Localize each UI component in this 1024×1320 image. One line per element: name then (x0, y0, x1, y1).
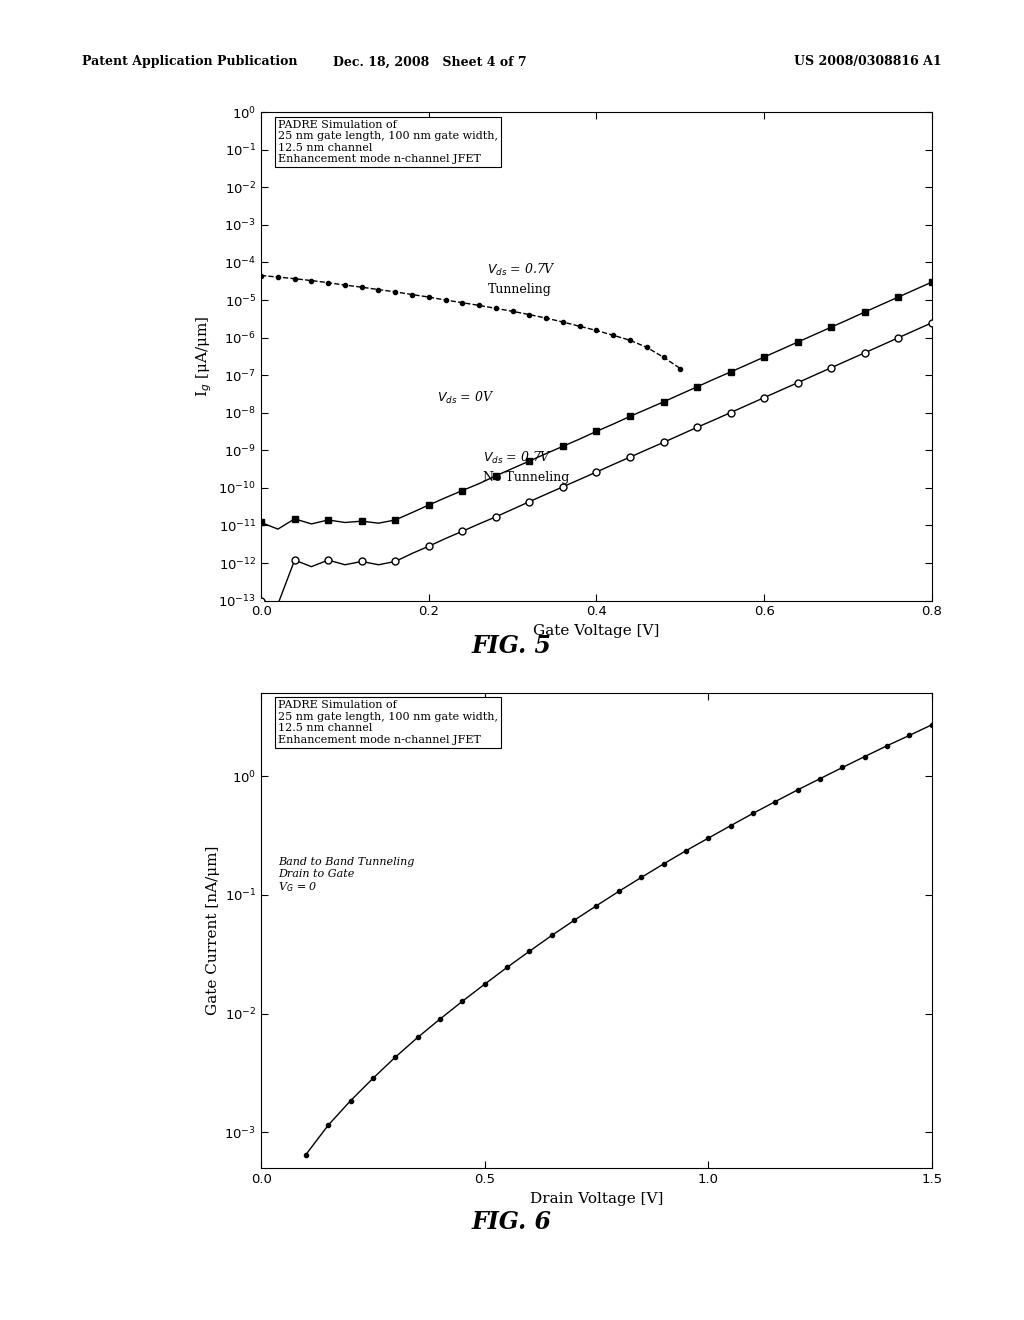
Text: $V_{ds}$ = 0.7V: $V_{ds}$ = 0.7V (483, 450, 552, 466)
Text: Dec. 18, 2008   Sheet 4 of 7: Dec. 18, 2008 Sheet 4 of 7 (333, 55, 527, 69)
Text: Tunneling: Tunneling (487, 284, 551, 297)
Text: Patent Application Publication: Patent Application Publication (82, 55, 297, 69)
Text: PADRE Simulation of
25 nm gate length, 100 nm gate width,
12.5 nm channel
Enhanc: PADRE Simulation of 25 nm gate length, 1… (278, 120, 498, 164)
X-axis label: Drain Voltage [V]: Drain Voltage [V] (529, 1192, 664, 1205)
Text: No Tunneling: No Tunneling (483, 471, 569, 484)
Text: FIG. 5: FIG. 5 (472, 634, 552, 657)
Y-axis label: I$_g$ [μA/μm]: I$_g$ [μA/μm] (195, 315, 214, 397)
X-axis label: Gate Voltage [V]: Gate Voltage [V] (534, 624, 659, 638)
Y-axis label: Gate Current [nA/μm]: Gate Current [nA/μm] (206, 846, 220, 1015)
Text: US 2008/0308816 A1: US 2008/0308816 A1 (795, 55, 942, 69)
Text: Band to Band Tunneling
Drain to Gate
V$_G$ = 0: Band to Band Tunneling Drain to Gate V$_… (278, 857, 415, 895)
Text: $V_{ds}$ = 0V: $V_{ds}$ = 0V (437, 389, 495, 405)
Text: $V_{ds}$ = 0.7V: $V_{ds}$ = 0.7V (487, 261, 556, 279)
Text: FIG. 6: FIG. 6 (472, 1210, 552, 1234)
Text: PADRE Simulation of
25 nm gate length, 100 nm gate width,
12.5 nm channel
Enhanc: PADRE Simulation of 25 nm gate length, 1… (278, 700, 498, 744)
